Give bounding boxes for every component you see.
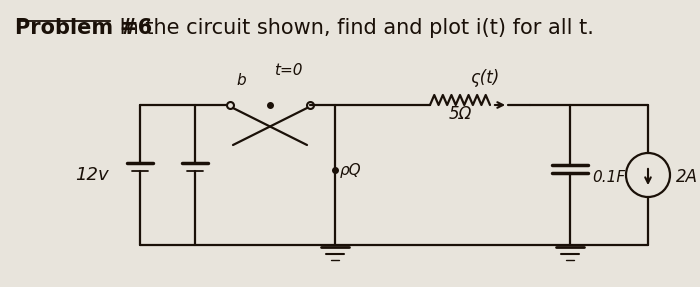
Text: t=0: t=0	[274, 63, 302, 78]
Text: 12v: 12v	[75, 166, 108, 184]
Text: ς(t): ς(t)	[470, 69, 500, 87]
Text: 2A: 2A	[676, 168, 698, 186]
Text: 5Ω: 5Ω	[448, 105, 472, 123]
Text: 0.1F: 0.1F	[592, 170, 625, 185]
Text: ρQ: ρQ	[340, 162, 362, 177]
Text: Problem #6: Problem #6	[15, 18, 153, 38]
Text: In the circuit shown, find and plot i(t) for all t.: In the circuit shown, find and plot i(t)…	[113, 18, 594, 38]
Text: b: b	[236, 73, 246, 88]
